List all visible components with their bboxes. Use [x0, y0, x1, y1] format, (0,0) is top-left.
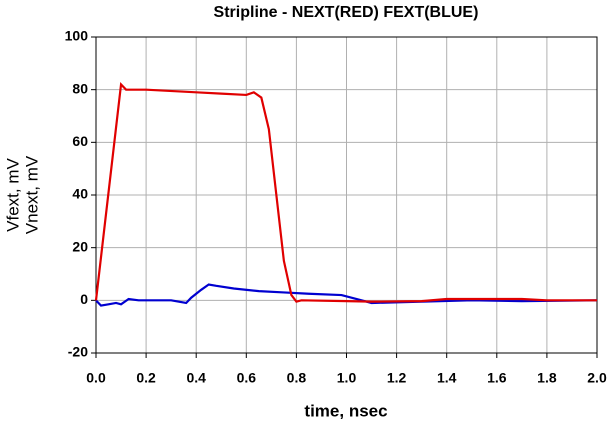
x-tick-label: 0.6 — [237, 370, 257, 386]
x-axis-label: time, nsec — [304, 401, 387, 420]
line-series — [94, 81, 597, 303]
x-tick-label: 1.6 — [487, 370, 507, 386]
y-tick-label: 100 — [65, 28, 89, 44]
x-tick-label: 0.4 — [186, 370, 206, 386]
x-tick-label: 1.2 — [387, 370, 407, 386]
y-axis-label: Vfext, mV — [3, 157, 22, 231]
chart-title: Stripline - NEXT(RED) FEXT(BLUE) — [214, 4, 479, 21]
y-tick-label: 40 — [72, 186, 88, 202]
x-tick-label: 2.0 — [587, 370, 607, 386]
plot-frame — [95, 36, 598, 354]
x-tick-label: 0.2 — [136, 370, 156, 386]
x-tick-label: 1.8 — [537, 370, 557, 386]
x-tick-label: 0.8 — [287, 370, 307, 386]
y-tick-label: 0 — [80, 291, 88, 307]
y-tick-label: 80 — [72, 80, 88, 96]
x-tick-label: 0.0 — [86, 370, 106, 386]
x-tick-label: 1.0 — [337, 370, 357, 386]
y-axis-label: Vnext, mV — [22, 155, 41, 234]
y-tick-label: 60 — [72, 133, 88, 149]
y-tick-label: 20 — [72, 238, 88, 254]
y-tick-label: -20 — [68, 344, 88, 360]
line-series — [95, 283, 598, 307]
x-tick-label: 1.4 — [437, 370, 457, 386]
